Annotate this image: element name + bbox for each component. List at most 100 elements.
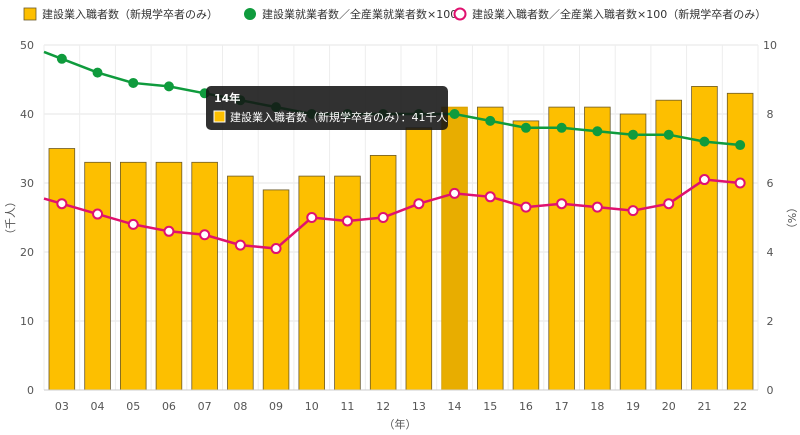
y-right-tick-label: 6 xyxy=(767,177,774,190)
x-tick-label: 06 xyxy=(162,400,176,413)
legend-swatch[interactable] xyxy=(23,7,37,21)
line-point[interactable] xyxy=(449,109,460,119)
x-tick-label: 18 xyxy=(590,400,604,413)
x-tick-label: 13 xyxy=(412,400,426,413)
x-tick-label: 11 xyxy=(340,400,354,413)
bar[interactable] xyxy=(512,120,540,391)
line-point[interactable] xyxy=(628,129,639,140)
bar[interactable] xyxy=(298,175,326,391)
line-point[interactable] xyxy=(341,215,353,227)
x-tick-label: 07 xyxy=(198,400,212,413)
line-point[interactable] xyxy=(734,177,746,189)
line-point[interactable] xyxy=(699,136,710,147)
line-point[interactable] xyxy=(663,129,674,140)
bar-series xyxy=(48,86,754,391)
tooltip-label: 建設業入職者数（新規学卒者のみ）：41千人 xyxy=(230,110,448,124)
y-left-tick-label: 20 xyxy=(20,246,34,259)
line-point[interactable] xyxy=(163,81,174,92)
y-left-tick-label: 30 xyxy=(20,177,34,190)
line-point[interactable] xyxy=(234,239,246,251)
x-tick-label: 09 xyxy=(269,400,283,413)
line-point[interactable] xyxy=(591,201,603,213)
x-tick-label: 16 xyxy=(519,400,533,413)
legend-label[interactable]: 建設業就業者数／全産業就業者数×100 xyxy=(262,7,457,21)
x-tick-label: 14 xyxy=(448,400,462,413)
y-right-tick-label: 10 xyxy=(763,39,777,52)
x-tick-label: 08 xyxy=(233,400,247,413)
line-point[interactable] xyxy=(413,198,425,210)
line-point[interactable] xyxy=(484,191,496,203)
line-point[interactable] xyxy=(627,205,639,217)
x-tick-label: 04 xyxy=(91,400,105,413)
y-right-tick-label: 8 xyxy=(767,108,774,121)
line-point[interactable] xyxy=(128,77,139,88)
line-point[interactable] xyxy=(270,243,282,255)
bar[interactable] xyxy=(84,161,111,391)
tooltip-title: 14年 xyxy=(214,91,240,105)
bar[interactable] xyxy=(726,92,754,391)
bar[interactable] xyxy=(584,106,611,391)
bar[interactable] xyxy=(119,161,147,391)
bar[interactable] xyxy=(476,106,504,391)
y-left-tick-label: 0 xyxy=(27,384,34,397)
x-tick-label: 12 xyxy=(376,400,390,413)
x-tick-label: 05 xyxy=(126,400,140,413)
y-left-tick-label: 10 xyxy=(20,315,34,328)
bar[interactable] xyxy=(334,175,361,391)
line-point[interactable] xyxy=(306,212,318,223)
bar[interactable] xyxy=(155,161,183,391)
line-point[interactable] xyxy=(92,208,104,220)
y-left-tick-label: 40 xyxy=(20,108,34,121)
x-tick-label: 10 xyxy=(305,400,319,413)
bar[interactable] xyxy=(619,113,647,391)
line-point[interactable] xyxy=(520,122,531,133)
x-tick-label: 20 xyxy=(662,400,676,413)
y-left-tick-label: 50 xyxy=(20,39,34,52)
legend-label[interactable]: 建設業入職者数（新規学卒者のみ） xyxy=(42,7,218,21)
bar[interactable] xyxy=(191,161,218,391)
y-right-tick-label: 2 xyxy=(767,315,774,328)
axes: 0 10 20 30 40 50 0 2 4 6 8 10 03 04 05 06 07 08 09 10 11 12 13… xyxy=(4,39,798,431)
line-point[interactable] xyxy=(735,140,746,151)
line-point[interactable] xyxy=(127,218,139,230)
line-point[interactable] xyxy=(698,174,710,186)
line-point[interactable] xyxy=(449,187,461,199)
line-point[interactable] xyxy=(663,198,675,210)
x-tick-label: 03 xyxy=(55,400,69,413)
bar[interactable] xyxy=(227,175,254,391)
bar[interactable] xyxy=(441,106,468,391)
x-axis-title: （年） xyxy=(384,417,417,431)
line-point[interactable] xyxy=(163,225,175,237)
legend-label[interactable]: 建設業入職者数／全産業入職者数×100（新規学卒者のみ） xyxy=(472,7,766,21)
bar[interactable] xyxy=(48,148,76,391)
y-right-tick-label: 4 xyxy=(767,246,774,259)
line-point[interactable] xyxy=(56,198,68,210)
bar[interactable] xyxy=(369,154,397,391)
line-point[interactable] xyxy=(520,201,532,213)
legend: 建設業入職者数（新規学卒者のみ） 建設業就業者数／全産業就業者数×100 建設業入職… xyxy=(23,7,766,21)
y-right-axis-title: （%） xyxy=(785,202,798,234)
line-point[interactable] xyxy=(556,122,567,133)
legend-swatch[interactable] xyxy=(244,8,256,20)
y-left-axis-title: （千人） xyxy=(4,196,17,240)
line-point[interactable] xyxy=(56,53,67,64)
x-tick-label: 19 xyxy=(626,400,640,413)
line-point[interactable] xyxy=(377,212,389,223)
line-point[interactable] xyxy=(92,67,103,78)
line-point[interactable] xyxy=(592,126,603,137)
x-tick-label: 21 xyxy=(697,400,711,413)
line-point[interactable] xyxy=(485,115,496,126)
bar[interactable] xyxy=(405,127,433,391)
line-point[interactable] xyxy=(556,198,568,210)
legend-swatch[interactable] xyxy=(453,7,467,21)
x-tick-label: 22 xyxy=(733,400,747,413)
bar[interactable] xyxy=(655,99,683,391)
tooltip-swatch xyxy=(213,110,226,123)
line-point[interactable] xyxy=(199,229,211,241)
bar[interactable] xyxy=(691,86,718,391)
bar[interactable] xyxy=(548,106,575,391)
bar[interactable] xyxy=(262,189,290,391)
